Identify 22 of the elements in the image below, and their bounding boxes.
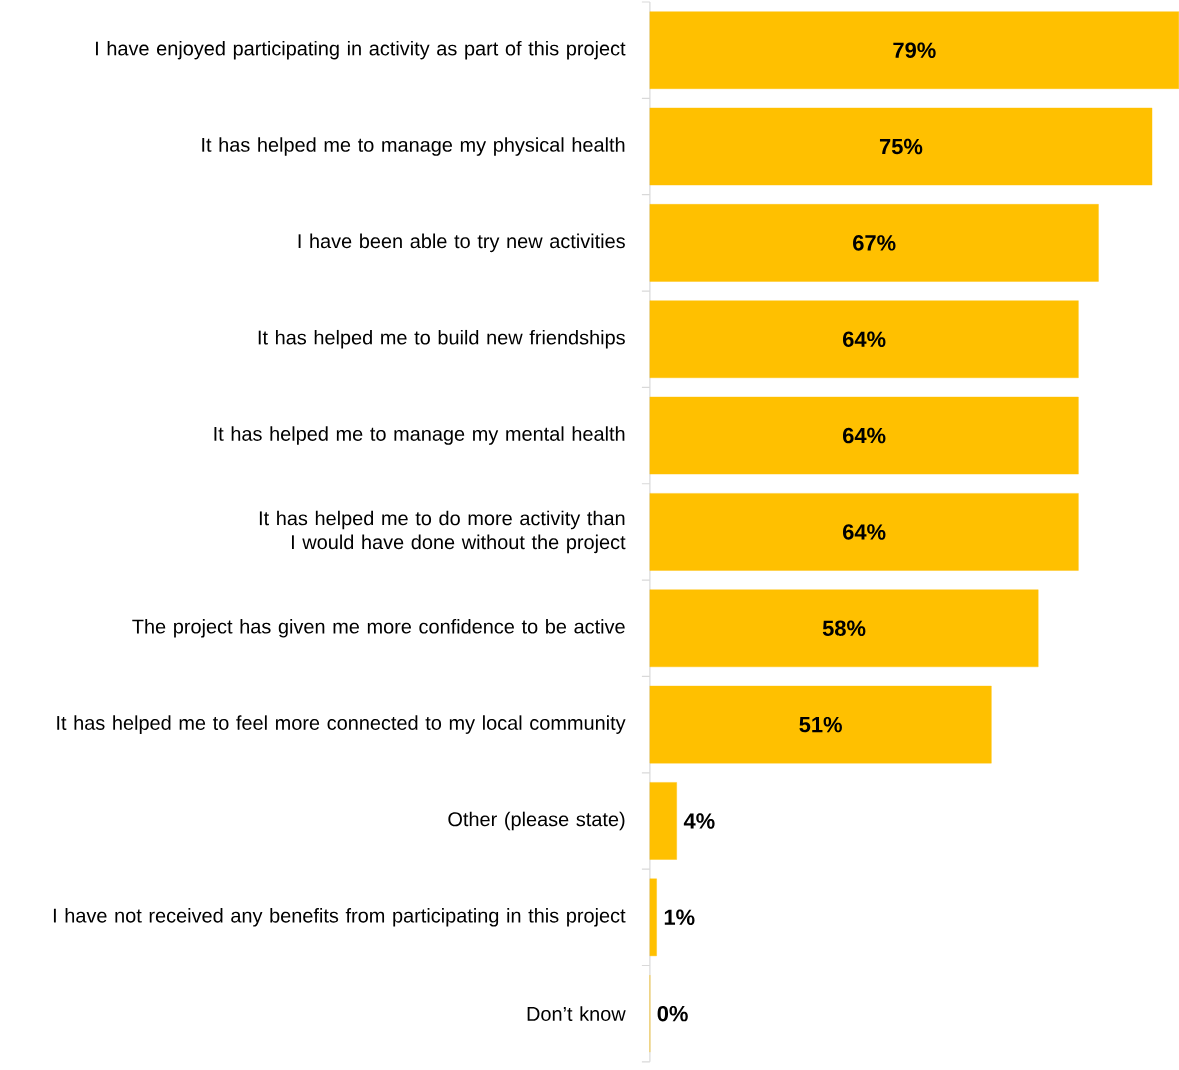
y-tick-label: It has helped me to manage my physical health bbox=[202, 137, 625, 156]
data-label: 79% bbox=[893, 42, 936, 59]
y-tick-label: It has helped me to do more activity than I would have done without the project bbox=[259, 510, 626, 554]
data-label: 64% bbox=[843, 524, 886, 540]
y-tick-label: Other (please state) bbox=[448, 811, 625, 831]
data-label: 64% bbox=[843, 331, 886, 348]
data-label: 75% bbox=[879, 138, 923, 155]
y-tick-label: I have not received any benefits from participating in this project bbox=[53, 908, 626, 927]
data-label: 58% bbox=[822, 620, 866, 637]
data-label: 4% bbox=[683, 813, 715, 829]
y-tick-label: It has helped me to build new friendships bbox=[258, 330, 625, 349]
data-label: 64% bbox=[843, 427, 886, 444]
y-tick-label: I have enjoyed participating in activity as part of this project bbox=[96, 40, 626, 60]
data-label: 51% bbox=[799, 716, 842, 733]
data-label: 1% bbox=[664, 909, 695, 926]
data-label: 67% bbox=[853, 235, 896, 251]
y-tick-label: Don’t know bbox=[527, 1006, 626, 1022]
y-tick-label: It has helped me to feel more connected to my local community bbox=[57, 715, 626, 734]
data-label: 0% bbox=[657, 1005, 688, 1022]
y-tick-label: The project has given me more confidence to be active bbox=[132, 619, 625, 638]
y-tick-label: It has helped me to manage my mental health bbox=[214, 426, 625, 445]
y-tick-label: I have been able to try new activities bbox=[298, 233, 625, 253]
